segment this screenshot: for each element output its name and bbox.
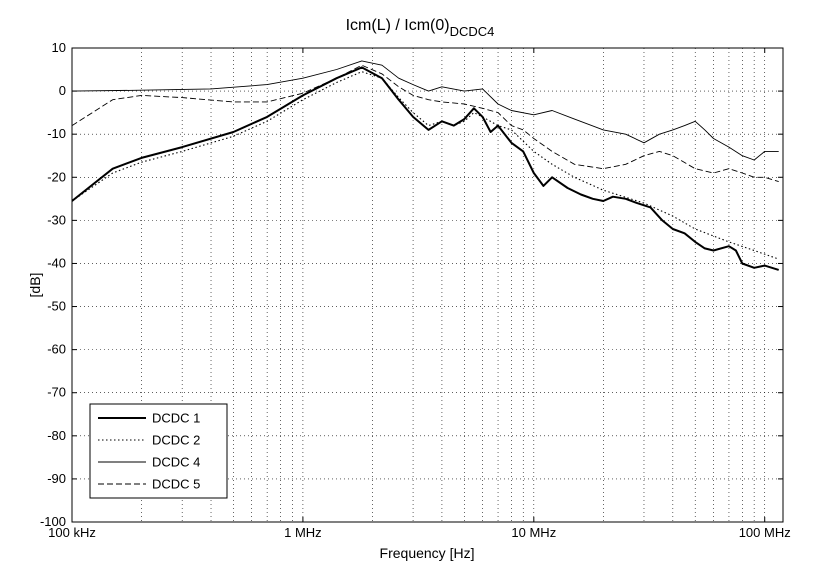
y-tick-labels: 10 0 -10 -20 -30 -40 -50 -60 -70 -80 -90 -100 <box>40 40 783 529</box>
chart-title-subscript: DCDC4 <box>450 24 495 39</box>
chart-title: Icm(L) / Icm(0)DCDC4 <box>346 17 495 39</box>
series-line-4 <box>72 64 779 183</box>
plot-frame <box>71 47 784 523</box>
y-tick-label: -10 <box>47 126 66 141</box>
y-tick-label: 10 <box>52 40 66 55</box>
y-axis-label: [dB] <box>27 273 43 298</box>
grid <box>72 48 783 522</box>
legend-label: DCDC 4 <box>152 455 200 470</box>
x-tick-label: 1 MHz <box>284 525 322 540</box>
y-tick-label: -50 <box>47 299 66 314</box>
x-tick-label: 100 MHz <box>739 525 791 540</box>
legend-box <box>89 403 228 499</box>
x-tick-label: 10 MHz <box>511 525 556 540</box>
x-axis-label: Frequency [Hz] <box>380 545 475 561</box>
chart-title-main: Icm(L) / Icm(0) <box>346 17 450 34</box>
y-tick-label: -20 <box>47 169 66 184</box>
series-line-3 <box>72 60 779 161</box>
y-tick-label: -30 <box>47 212 66 227</box>
y-tick-label: 0 <box>59 83 66 98</box>
y-tick-label: -40 <box>47 255 66 270</box>
legend: DCDC 1 DCDC 2 DCDC 4 DCDC 5 <box>89 403 228 499</box>
series-line-1 <box>72 66 779 271</box>
y-tick-label: -80 <box>47 428 66 443</box>
legend-label: DCDC 5 <box>152 477 200 492</box>
legend-label: DCDC 2 <box>152 433 200 448</box>
series-lines <box>72 60 779 271</box>
x-tick-labels: 100 kHz 1 MHz 10 MHz 100 MHz <box>48 48 791 540</box>
y-tick-label: -70 <box>47 385 66 400</box>
y-tick-label: -90 <box>47 471 66 486</box>
y-tick-label: -60 <box>47 342 66 357</box>
x-tick-label: 100 kHz <box>48 525 96 540</box>
y-tick-label: -100 <box>40 514 66 529</box>
legend-label: DCDC 1 <box>152 411 200 426</box>
